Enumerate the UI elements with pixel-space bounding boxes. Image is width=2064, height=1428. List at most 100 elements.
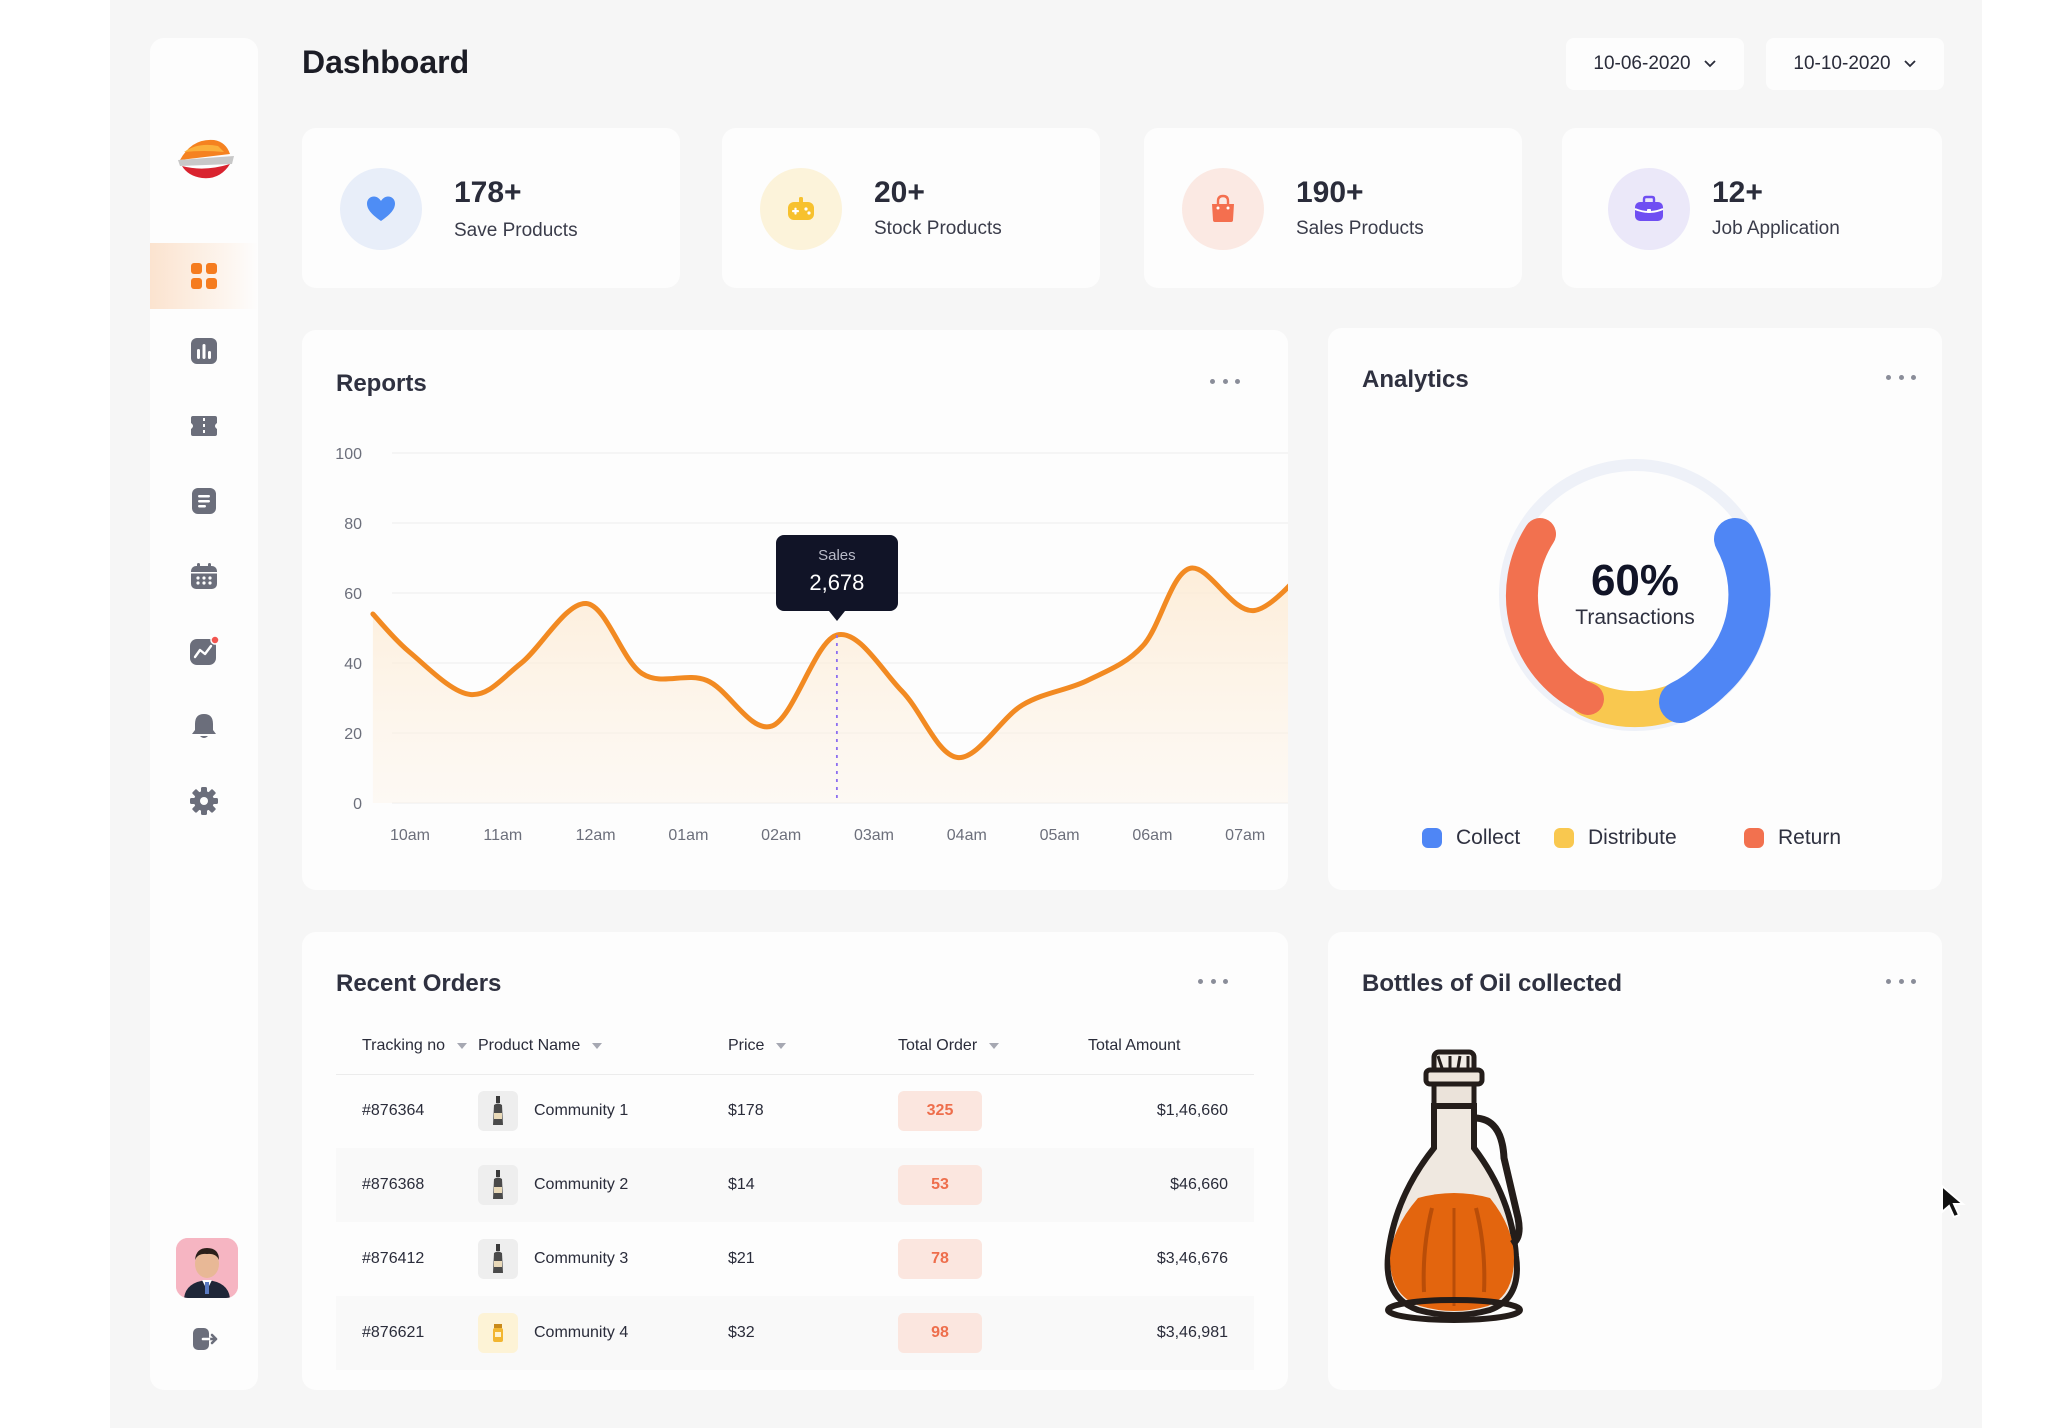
legend-swatch [1744, 828, 1764, 848]
x-tick-label: 07am [1225, 827, 1265, 844]
product-cell: Community 2 [478, 1148, 728, 1222]
price-cell: $178 [728, 1102, 764, 1120]
column-header-product[interactable]: Product Name [478, 1018, 728, 1074]
x-tick-label: 02am [761, 827, 801, 844]
table-row[interactable]: #876364 Community 1 $178 325 $1,46,660 [336, 1074, 1254, 1148]
y-tick-label: 100 [335, 446, 362, 463]
total-amount-cell: $1,46,660 [1156, 1102, 1228, 1120]
x-tick-label: 03am [854, 827, 894, 844]
bottle-thumbnail-icon [478, 1165, 518, 1205]
grid-icon [191, 263, 217, 289]
column-header-price[interactable]: Price [728, 1018, 898, 1074]
avatar[interactable] [176, 1238, 238, 1298]
logout-button[interactable] [188, 1322, 222, 1356]
analytics-card: Analytics [1328, 328, 1942, 890]
bottles-title: Bottles of Oil collected [1362, 970, 1623, 997]
bottles-more-menu[interactable] [1886, 974, 1916, 988]
total-order-cell: 98 [898, 1296, 1088, 1370]
start-date-picker[interactable]: 10-06-2020 [1566, 38, 1744, 90]
y-tick-label: 60 [344, 586, 362, 603]
stat-icon-wrap [340, 168, 422, 250]
stat-card-sales-products[interactable]: 190+ Sales Products [1144, 128, 1522, 288]
sidebar-item-products[interactable] [150, 393, 258, 459]
bell-icon [192, 714, 216, 738]
y-tick-label: 40 [344, 656, 362, 673]
legend-swatch [1422, 828, 1442, 848]
mouse-cursor-icon [1941, 1184, 1966, 1219]
legend-distribute[interactable]: Distribute [1554, 826, 1677, 850]
column-header-tracking[interactable]: Tracking no [336, 1018, 478, 1074]
sort-caret-icon[interactable] [989, 1042, 1000, 1049]
sidebar-item-settings[interactable] [150, 768, 258, 834]
legend-label: Distribute [1588, 826, 1677, 849]
end-date-picker[interactable]: 10-10-2020 [1766, 38, 1944, 90]
stat-card-job-application[interactable]: 12+ Job Application [1562, 128, 1942, 288]
legend-swatch [1554, 828, 1574, 848]
product-cell: Community 1 [478, 1074, 728, 1148]
bar-chart-icon [191, 338, 217, 364]
reports-title: Reports [336, 370, 427, 397]
sort-caret-icon[interactable] [592, 1042, 603, 1049]
sidebar-item-dashboard[interactable] [150, 243, 258, 309]
total-amount-cell: $3,46,676 [1156, 1250, 1228, 1267]
reports-more-menu[interactable] [1210, 374, 1240, 388]
table-row[interactable]: #876368 Community 2 $14 53 $46,660 [336, 1148, 1254, 1222]
sidebar-item-reports[interactable] [150, 318, 258, 384]
sales-area [372, 568, 1288, 803]
table-row[interactable]: #876621 Community 4 $32 98 $3,46,981 [336, 1296, 1254, 1370]
stat-icon-wrap [1182, 168, 1264, 250]
stat-value: 20+ [874, 176, 925, 209]
sort-caret-icon[interactable] [457, 1042, 467, 1049]
recent-orders-title: Recent Orders [336, 970, 502, 997]
total-order-badge: 98 [898, 1313, 982, 1353]
stat-icon-wrap [760, 168, 842, 250]
stat-card-stock-products[interactable]: 20+ Stock Products [722, 128, 1100, 288]
stat-label: Sales Products [1296, 218, 1424, 239]
stat-value: 178+ [454, 176, 522, 209]
brand-logo[interactable] [174, 126, 238, 190]
trending-icon [190, 636, 219, 665]
analytics-more-menu[interactable] [1886, 370, 1916, 384]
total-order-cell: 53 [898, 1148, 1088, 1222]
price-cell: $14 [728, 1176, 755, 1193]
recent-orders-card: Recent Orders [302, 932, 1288, 1390]
table-row[interactable]: #876412 Community 3 $21 78 $3,46,676 [336, 1222, 1254, 1296]
bottle-thumbnail-icon [478, 1239, 518, 1279]
sidebar-item-calendar[interactable] [150, 543, 258, 609]
product-cell: Community 3 [478, 1222, 728, 1296]
column-header-total-order[interactable]: Total Order [898, 1018, 1088, 1074]
donut-return-segment[interactable] [1505, 518, 1604, 715]
sidebar-item-documents[interactable] [150, 468, 258, 534]
orders-more-menu[interactable] [1198, 974, 1228, 988]
legend-collect[interactable]: Collect [1422, 826, 1520, 850]
product-cell: Community 4 [478, 1296, 728, 1370]
total-amount-cell: $46,660 [1170, 1176, 1228, 1193]
product-name: Community 3 [534, 1250, 629, 1267]
briefcase-icon [1634, 195, 1664, 221]
analytics-title: Analytics [1362, 366, 1469, 393]
column-header-total-amount[interactable]: Total Amount [1088, 1036, 1181, 1054]
gamepad-icon [788, 197, 814, 220]
x-tick-label: 05am [1040, 827, 1080, 844]
x-tick-label: 11am [483, 827, 522, 844]
tracking-cell: #876368 [362, 1176, 425, 1193]
sidebar-item-notifications[interactable] [150, 693, 258, 759]
sort-caret-icon[interactable] [776, 1042, 787, 1049]
donut-center-label: Transactions [1575, 606, 1695, 629]
sidebar-item-analytics[interactable] [150, 618, 258, 684]
gear-icon [190, 787, 218, 815]
chevron-down-icon [1903, 60, 1916, 68]
calendar-icon [191, 563, 217, 589]
x-tick-label: 06am [1132, 827, 1172, 844]
stat-label: Stock Products [874, 218, 1002, 239]
donut-center-value: 60% [1590, 556, 1680, 605]
bottle-thumbnail-icon [478, 1091, 518, 1132]
x-tick-label: 01am [668, 827, 708, 844]
legend-return[interactable]: Return [1744, 826, 1841, 850]
reports-chart: 0 20 40 60 80 100 10am 11am 12am 01am 02am 03am 04a… [335, 446, 1288, 844]
stat-card-save-products[interactable]: 178+ Save Products [302, 128, 680, 288]
legend-label: Return [1778, 826, 1842, 849]
tooltip-label: Sales [818, 547, 856, 564]
jar-thumbnail-icon [478, 1313, 518, 1353]
total-order-cell: 325 [898, 1074, 1088, 1148]
